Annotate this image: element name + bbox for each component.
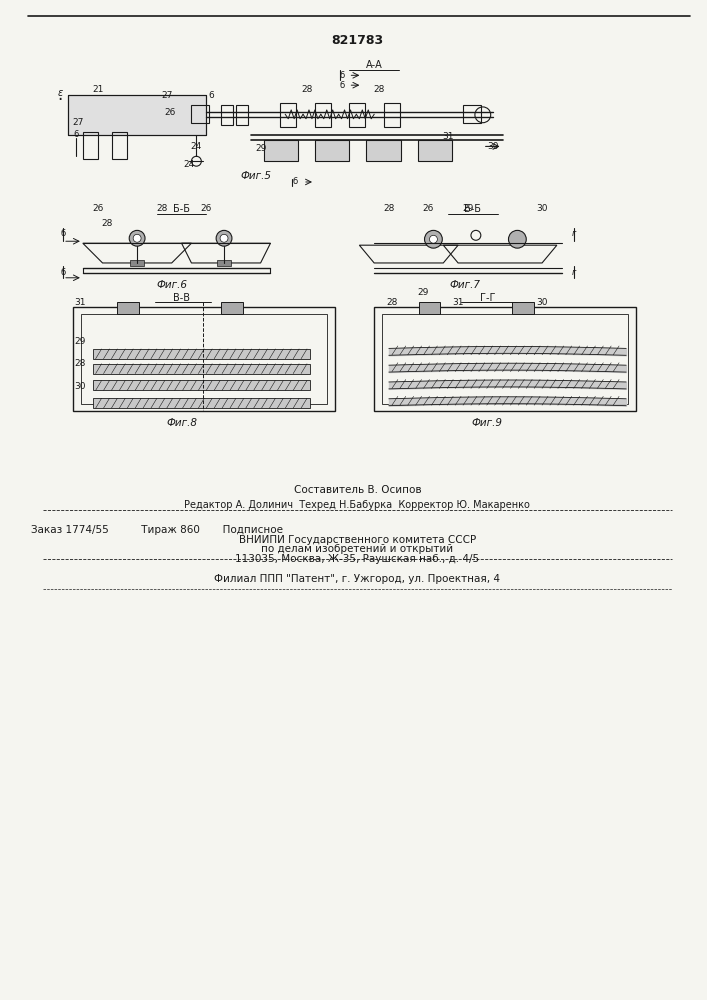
Bar: [73, 307, 334, 411]
Text: Б-Б: Б-Б: [464, 204, 481, 214]
Bar: [93, 398, 310, 408]
Bar: [513, 302, 534, 314]
Bar: [192, 105, 209, 123]
Bar: [264, 140, 298, 161]
Bar: [117, 302, 139, 314]
Text: г: г: [571, 268, 576, 277]
Text: 28: 28: [156, 204, 168, 213]
Text: Заказ 1774/55          Тираж 860       Подписное: Заказ 1774/55 Тираж 860 Подписное: [31, 525, 283, 535]
Circle shape: [133, 234, 141, 242]
Text: 28: 28: [74, 359, 86, 368]
Text: Фиг.5: Фиг.5: [240, 171, 271, 181]
Text: 26: 26: [201, 204, 212, 213]
Text: б: б: [340, 71, 345, 80]
Bar: [93, 349, 310, 359]
Bar: [130, 260, 144, 266]
Text: 28: 28: [102, 219, 113, 228]
Bar: [281, 103, 296, 127]
Text: В-В: В-В: [173, 293, 190, 303]
Bar: [221, 105, 233, 125]
Text: Фиг.9: Фиг.9: [472, 418, 502, 428]
Text: 29: 29: [462, 204, 474, 213]
Text: 28: 28: [301, 85, 312, 94]
Text: 29: 29: [418, 288, 429, 297]
Text: б: б: [60, 268, 66, 277]
Bar: [81, 314, 327, 404]
Text: по делам изобретений и открытий: по делам изобретений и открытий: [262, 544, 453, 554]
Text: 28: 28: [383, 204, 395, 213]
Bar: [315, 103, 331, 127]
Text: 24: 24: [183, 160, 194, 169]
Text: б: б: [340, 81, 345, 90]
Bar: [93, 364, 310, 374]
Text: 27: 27: [72, 118, 83, 127]
Text: 31: 31: [443, 132, 454, 141]
Bar: [418, 140, 452, 161]
Text: 30: 30: [537, 298, 548, 307]
Bar: [217, 260, 231, 266]
Circle shape: [129, 230, 145, 246]
Bar: [112, 132, 127, 159]
Bar: [221, 302, 243, 314]
Text: 26: 26: [423, 204, 434, 213]
Bar: [374, 307, 636, 411]
Text: 29: 29: [255, 144, 267, 153]
Text: Б-Б: Б-Б: [173, 204, 190, 214]
Bar: [384, 103, 400, 127]
Text: 24: 24: [191, 142, 202, 151]
Text: Г-Г: Г-Г: [480, 293, 496, 303]
Text: 821783: 821783: [332, 34, 383, 47]
Text: Фиг.6: Фиг.6: [156, 280, 187, 290]
Circle shape: [429, 235, 438, 243]
Bar: [349, 103, 366, 127]
Text: 28: 28: [373, 85, 385, 94]
Text: Составитель В. Осипов: Составитель В. Осипов: [293, 485, 421, 495]
Text: 29: 29: [74, 337, 86, 346]
Text: ВНИИПИ Государственного комитета СССР: ВНИИПИ Государственного комитета СССР: [239, 535, 476, 545]
Text: б: б: [60, 229, 66, 238]
Bar: [463, 105, 481, 123]
Text: Фиг.7: Фиг.7: [450, 280, 481, 290]
Text: б: б: [293, 177, 298, 186]
Circle shape: [508, 230, 526, 248]
Text: Фиг.8: Фиг.8: [166, 418, 197, 428]
Circle shape: [424, 230, 443, 248]
Text: 26: 26: [164, 108, 175, 117]
Text: г: г: [571, 229, 576, 238]
Bar: [68, 95, 206, 135]
Text: 30: 30: [487, 142, 498, 151]
Bar: [419, 302, 440, 314]
Text: 21: 21: [92, 85, 103, 94]
Text: 113035, Москва, Ж-35, Раушская наб., д. 4/5: 113035, Москва, Ж-35, Раушская наб., д. …: [235, 554, 479, 564]
Text: 30: 30: [537, 204, 548, 213]
Text: 31: 31: [452, 298, 464, 307]
Circle shape: [216, 230, 232, 246]
Circle shape: [220, 234, 228, 242]
Text: Филиал ППП "Патент", г. Ужгород, ул. Проектная, 4: Филиал ППП "Патент", г. Ужгород, ул. Про…: [214, 574, 501, 584]
Text: 6: 6: [209, 91, 214, 100]
Text: 6: 6: [74, 130, 78, 139]
Text: А-А: А-А: [366, 60, 382, 70]
Bar: [366, 140, 401, 161]
Bar: [315, 140, 349, 161]
Text: 26: 26: [92, 204, 103, 213]
Text: 31: 31: [74, 298, 86, 307]
Bar: [93, 380, 310, 390]
Bar: [83, 132, 98, 159]
Bar: [68, 95, 206, 135]
Text: ε: ε: [57, 88, 63, 98]
Text: 28: 28: [386, 298, 397, 307]
Bar: [382, 314, 628, 404]
Text: 30: 30: [74, 382, 86, 391]
Text: Редактор А. Долинич  Техред Н.Бабурка  Корректор Ю. Макаренко: Редактор А. Долинич Техред Н.Бабурка Кор…: [185, 500, 530, 510]
Bar: [236, 105, 247, 125]
Text: .: .: [57, 86, 63, 104]
Text: 27: 27: [161, 91, 173, 100]
